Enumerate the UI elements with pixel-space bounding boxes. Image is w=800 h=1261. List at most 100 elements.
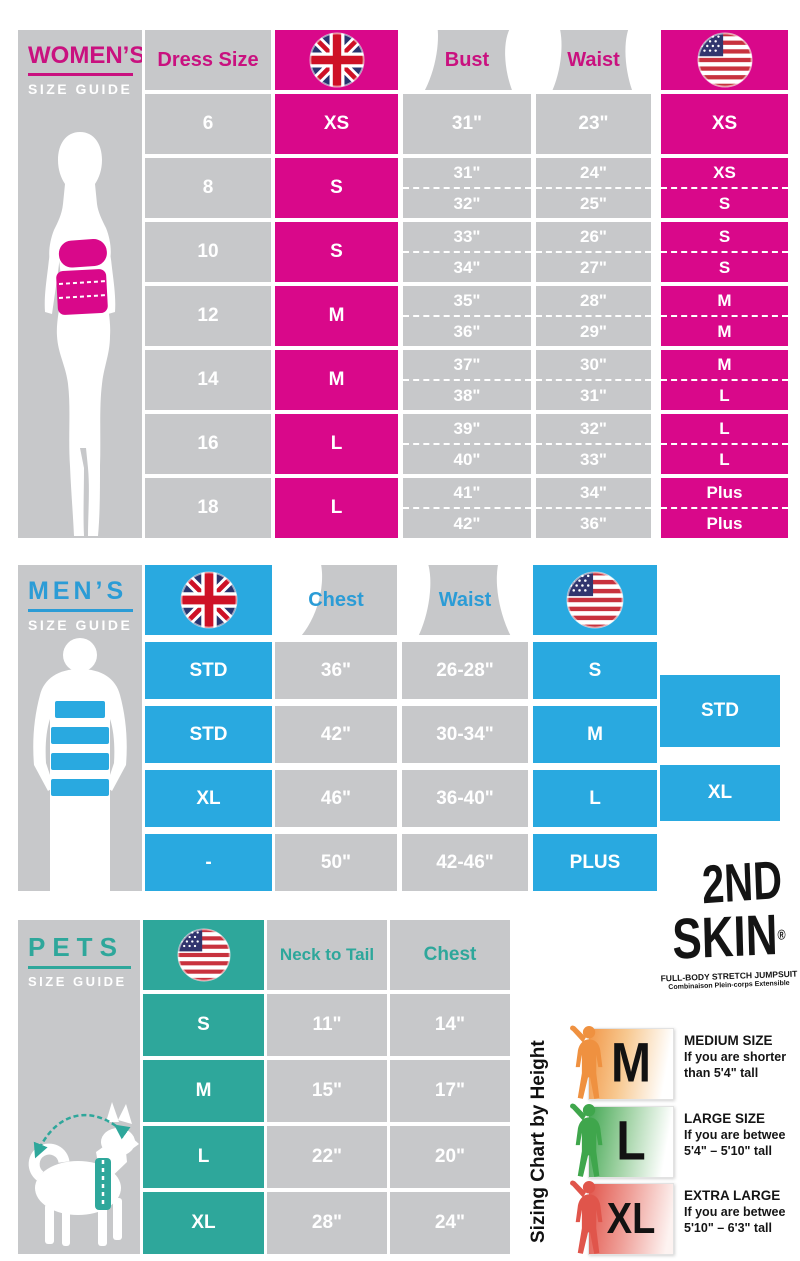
men-uk-cell: STD [145,706,272,763]
us-flag-icon [697,32,753,88]
pets-size-cell: S [143,994,264,1056]
height-chart: M MEDIUM SIZE If you are shorter than 5'… [560,1022,800,1261]
women-bust-cell: 35" 36" [403,286,531,346]
womens-subtitle: SIZE GUIDE [28,81,133,97]
women-uk-cell: XS [275,94,398,154]
bust-lower: 38" [453,385,481,405]
bust-upper: 31" [403,158,531,189]
pets-neck-cell: 11" [267,994,387,1056]
pets-subtitle: SIZE GUIDE [28,974,127,989]
women-dress-cell: 10 [145,222,271,282]
bust-upper: 39" [403,414,531,445]
size-line2: 5'10" – 6'3" tall [684,1220,772,1235]
pets-chest-cell: 24" [390,1192,510,1254]
person-icon-green [570,1103,603,1177]
men-us-cell: S [533,642,657,699]
pets-title: PETS [28,932,131,969]
size-letter: L [616,1110,646,1172]
waist-lower: 33" [580,449,607,469]
bust-upper: 41" [403,478,531,509]
person-icon-orange [570,1025,603,1099]
us-upper: XS [661,158,788,189]
men-header-uk [145,565,272,635]
waist-lower: 36" [580,513,607,533]
dog-harness [33,1113,131,1210]
bust-lower: 36" [453,321,481,341]
men-us-cell: M [533,706,657,763]
mens-panel-head: MEN’S SIZE GUIDE [28,577,133,633]
bust-upper: 35" [403,286,531,317]
us-flag-icon [566,571,624,629]
size-description: LARGE SIZE If you are betwee 5'4" – 5'10… [684,1111,800,1159]
women-bust-cell: 31" [403,94,531,154]
women-bust-cell: 31" 32" [403,158,531,218]
height-chart-item-extra-large: XL EXTRA LARGE If you are betwee 5'10" –… [568,1180,800,1255]
pets-panel-head: PETS SIZE GUIDE [28,932,131,989]
logo-skin-text: SKIN [671,903,779,972]
size-line2: than 5'4" tall [684,1065,759,1080]
men-chest-cell: 36" [275,642,397,699]
pets-size-cell: L [143,1126,264,1188]
size-letter: XL [606,1194,656,1244]
women-uk-cell: M [275,350,398,410]
men-waist-cell: 42-46" [402,834,528,891]
size-line2: 5'4" – 5'10" tall [684,1143,772,1158]
pets-chest-cell: 20" [390,1126,510,1188]
women-us-cell: XS [661,94,788,154]
men-chest-cell: 50" [275,834,397,891]
women-waist-cell: 26" 27" [536,222,651,282]
women-waist-cell: 34" 36" [536,478,651,538]
mens-title: MEN’S [28,577,133,612]
dog-silhouette [28,1102,139,1246]
pets-neck-cell: 15" [267,1060,387,1122]
waist-upper: 26" [536,222,651,253]
us-upper: L [661,414,788,445]
us-lower: M [717,321,732,341]
vertical-label-text: Sizing Chart by Height [528,1040,549,1244]
womens-size-guide-section: WOMEN’S SIZE GUIDE Dres [18,30,788,538]
height-chart-vertical-label: Sizing Chart by Height [528,1024,556,1260]
women-uk-cell: L [275,478,398,538]
neck-to-tail-label: Neck to Tail [279,945,375,964]
waist-lower: 29" [580,321,607,341]
men-float-size-xl: XL [660,765,780,821]
silhouette-blob [402,565,439,635]
uk-flag-icon [180,571,238,629]
chest-label: Chest [308,588,364,611]
silhouette-blob [618,30,651,90]
us-lower: L [719,385,730,405]
woman-top-magenta [56,239,108,315]
womens-panel-head: WOMEN’S SIZE GUIDE [28,42,142,97]
women-header-dress-size: Dress Size [145,30,271,90]
second-skin-logo: 2ND SKIN® FULL-BODY STRETCH JUMPSUIT Com… [656,851,800,992]
chest-label: Chest [423,944,477,965]
size-letter: M [611,1032,651,1094]
women-header-waist: Waist [536,30,651,90]
women-header-bust: Bust [403,30,531,90]
pets-header-chest: Chest [390,920,510,990]
pets-header-us [143,920,264,990]
bust-lower: 42" [453,513,481,533]
women-waist-cell: 32" 33" [536,414,651,474]
us-flag-icon [177,928,231,982]
waist-upper: 30" [536,350,651,381]
woman-silhouette [44,132,116,536]
women-dress-cell: 8 [145,158,271,218]
us-lower: S [718,257,731,277]
silhouette-blob [403,30,448,90]
men-waist-cell: 36-40" [402,770,528,827]
man-silhouette [33,638,127,891]
waist-label: Waist [567,48,620,71]
women-header-us [661,30,788,90]
men-uk-cell: - [145,834,272,891]
women-bust-cell: 33" 34" [403,222,531,282]
waist-lower: 25" [580,193,607,213]
bust-label: Bust [444,48,490,71]
waist-lower: 27" [580,257,607,277]
mens-table: Chest Waist STD 36" 26-28" S STD 42" 30-… [145,565,657,891]
size-description: MEDIUM SIZE If you are shorter than 5'4"… [684,1033,800,1081]
women-uk-cell: S [275,158,398,218]
women-dress-cell: 6 [145,94,271,154]
